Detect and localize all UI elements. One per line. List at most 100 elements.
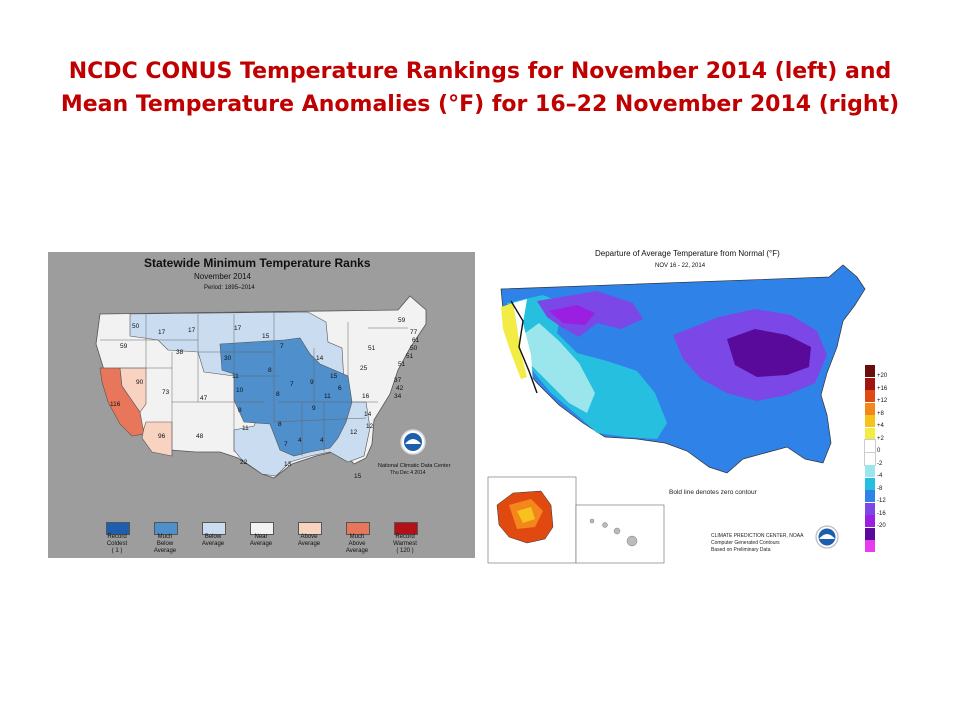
state-rank-nd: 17 [234,325,242,332]
rank-legend-label-line: Record [107,534,127,540]
state-rank-pa: 25 [360,365,368,372]
anomaly-scale-label: -4 [877,473,883,479]
state-rank-md: 34 [394,393,402,400]
rank-legend-label-line: Above [300,534,318,540]
state-rank-ri: 51 [406,353,414,360]
state-rank-ca: 116 [110,401,121,408]
ncdc-credit: National Climatic Data Center [378,463,451,469]
state-rank-ga: 12 [350,429,358,436]
anomaly-scale-swatch [865,540,875,552]
state-rank-ky: 11 [324,393,331,400]
region-deep-purple-east [727,329,811,377]
rank-legend-swatch [202,522,226,535]
anomaly-scale-swatch [865,477,875,490]
anomaly-scale-swatch [865,427,875,440]
state-rank-ia: 8 [268,367,272,374]
state-rank-fl: 15 [354,473,362,480]
state-rank-tx-s: 22 [240,459,248,466]
state-rank-mn: 15 [262,333,270,340]
state-rank-nv: 90 [136,379,144,386]
anomaly-map-title: Departure of Average Temperature from No… [595,249,780,258]
anomaly-scale-swatch [865,465,875,477]
rank-legend-label-line: Above [348,541,366,547]
anomaly-scale-label: +8 [877,410,884,417]
state-rank-nj: 37 [394,377,402,384]
anomaly-scale-label: -16 [877,510,886,517]
state-rank-vt: 77 [410,329,418,336]
rank-legend-label-line: Coldest [106,541,128,547]
cpc-credit-3: Based on Preliminary Data [711,547,771,553]
rank-legend-label-line: Average [345,548,369,554]
state-rank-ne: 11 [232,373,239,380]
rank-legend-label-line: Much [349,534,365,540]
state-rank-or: 59 [120,343,128,350]
rank-legend-label-line: Below [204,534,222,540]
state-rank-sc: 12 [366,423,374,430]
state-rank-wi: 7 [280,343,284,350]
cpc-credit-1: CLIMATE PREDICTION CENTER, NOAA [711,533,804,539]
anomaly-scale-label: -2 [877,460,883,467]
noaa-logo-right [815,525,839,549]
anomaly-scale-label: +2 [877,435,884,442]
rank-legend-label: Below Average [190,534,236,548]
state-rank-nc: 14 [364,411,372,418]
rank-legend-label-line: Warmest [393,541,417,547]
rank-legend-label-line: Average [249,541,273,547]
anomaly-scale-swatch [864,451,876,466]
rank-legend-label-line: Below [156,541,174,547]
state-rank-la: 7 [284,441,288,448]
state-rank-ny: 51 [368,345,376,352]
state-rank-al: 4 [320,437,324,444]
state-rank-de: 42 [396,385,404,392]
anomaly-map-panel: Departure of Average Temperature from No… [487,243,910,565]
slide-title-line-1: NCDC CONUS Temperature Rankings for Nove… [68,59,892,84]
anomaly-scale-label: -8 [877,485,883,492]
anomaly-scale-swatch [865,527,875,540]
anomaly-scale-swatch [865,415,875,427]
hawaii-islands [589,518,638,547]
state-rank-il: 7 [290,381,294,388]
state-rank-in: 9 [310,379,314,386]
anomaly-scale-label: +4 [877,423,884,429]
state-rank-ct: 51 [398,361,406,368]
anomaly-scale-label: -20 [877,523,886,529]
state-rank-id: 17 [158,329,166,336]
rank-legend-label: Record Warmest( 120 ) [382,534,428,555]
anomaly-scale-swatch [864,439,876,453]
anomaly-scale-swatch [865,515,875,527]
rank-legend-label: Much Below Average [142,534,188,555]
region-magenta-nw [549,305,595,325]
state-rank-la-s: 13 [284,461,292,468]
rank-legend-label: Above Average [286,534,332,548]
state-rank-wv: 6 [338,385,342,392]
rank-legend-label-line: Average [297,541,321,547]
state-rank-oh: 15 [330,373,338,380]
rank-legend-label-line: ( 120 ) [396,548,414,554]
state-rank-va: 16 [362,393,370,400]
rank-legend-label-line: Average [153,548,177,554]
rank-legend-label: Record Coldest( 1 ) [94,534,140,555]
state-rank-ut: 73 [162,389,170,396]
anomaly-scale-swatch [865,402,875,415]
slide-title: NCDC CONUS Temperature Rankings for Nove… [20,55,940,121]
rank-legend-label-line: Average [201,541,225,547]
anomaly-scale-label: -12 [877,498,886,504]
zero-contour [510,300,538,394]
rank-legend-swatch [154,522,178,535]
anomaly-scale-swatch [865,490,875,502]
rank-legend-label: Near Average [238,534,284,548]
anomaly-scale-swatch [865,365,875,377]
anomaly-scale-label: 0 [877,448,881,454]
state-rank-ms: 4 [298,437,302,444]
state-rank-ks: 10 [236,387,244,394]
rank-legend-label-line: Much [157,534,173,540]
anomaly-map-subtitle: NOV 16 - 22, 2014 [655,263,706,269]
rank-legend-swatch [250,522,274,535]
state-rank-co: 47 [200,395,208,402]
state-rank-wy: 38 [176,349,184,356]
anomaly-scale-label: +20 [877,373,888,379]
anomaly-scale-label: +16 [877,385,888,392]
rank-map: Statewide Minimum Temperature Ranks Nove… [95,256,451,480]
rank-map-subtitle: November 2014 [194,272,251,281]
